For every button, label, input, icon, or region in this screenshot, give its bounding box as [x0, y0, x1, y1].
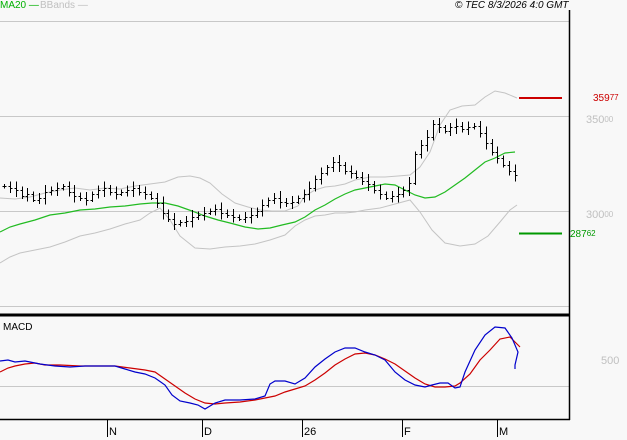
high-price-label: 35977: [593, 93, 619, 104]
y-label-350-dec: 00: [604, 115, 614, 124]
high-price-dec: 77: [609, 93, 619, 102]
macd-signal-line: [0, 336, 521, 405]
legend-ma20: MA20 —: [0, 0, 39, 11]
y-label-350-int: 350: [586, 114, 605, 126]
ma20-line: [0, 151, 516, 233]
x-label-nov: N: [109, 426, 117, 438]
y-label-300-int: 300: [586, 209, 605, 221]
price-gridlines: [0, 21, 569, 307]
low-price-label: 28762: [570, 229, 596, 240]
y-label-350: 35000: [586, 115, 613, 126]
high-price-int: 359: [593, 93, 610, 104]
copyright-timestamp: © TEC 8/3/2026 4:0 GMT: [455, 0, 569, 11]
legend-ma20-swatch: —: [28, 0, 39, 11]
low-price-int: 287: [570, 229, 587, 240]
x-label-2026: 26: [304, 426, 317, 438]
x-axis-ticks: [107, 420, 498, 437]
x-label-mar: M: [499, 426, 509, 438]
macd-line: [0, 326, 519, 410]
legend-ma20-label: MA20: [0, 0, 27, 11]
y-label-300-dec: 00: [604, 210, 614, 219]
ohlc-bars: [2, 117, 518, 230]
x-label-dec: D: [204, 426, 212, 438]
macd-title: MACD: [3, 322, 33, 333]
macd-y-label-500: 500: [601, 355, 620, 367]
y-label-300: 30000: [586, 210, 613, 221]
x-label-feb: F: [404, 426, 411, 438]
legend-bbands: BBands —: [40, 0, 88, 11]
legend-bbands-label: BBands: [40, 0, 76, 11]
legend-bbands-swatch: —: [77, 0, 88, 11]
low-price-dec: 62: [586, 229, 596, 238]
bb-lower: [0, 199, 518, 264]
bb-upper: [0, 90, 518, 212]
